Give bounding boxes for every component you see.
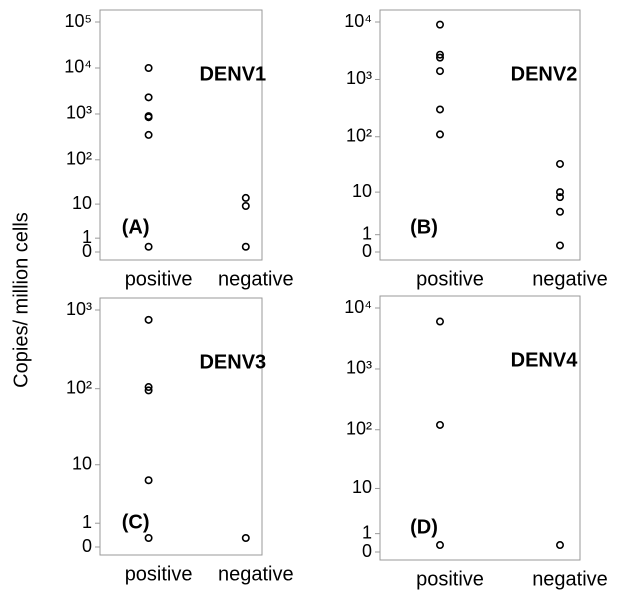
data-point [241,242,250,251]
data-point [435,105,444,114]
plot-frame [379,295,581,561]
y-tick-label: 10⁵ [65,11,92,31]
y-tick-label: 10 [352,477,372,497]
plot-frame [379,9,581,261]
panel-title: DENV1 [199,63,266,85]
y-tick-label: 10² [66,377,92,397]
y-tick-label: 10 [72,453,92,473]
y-tick-label: 0 [82,536,92,556]
y-tick-label: 10⁴ [344,11,372,31]
x-tick-label: positive [416,268,484,290]
data-point [435,67,444,76]
y-tick-label: 0 [362,541,372,561]
data-point [555,207,564,216]
data-point [435,130,444,139]
y-tick-label: 10³ [66,103,92,123]
data-point [144,383,153,392]
x-tick-label: positive [416,568,484,590]
x-tick-label: negative [532,268,608,290]
data-point [435,317,444,326]
panel-title: DENV4 [511,349,579,371]
data-point [241,533,250,542]
data-point [435,420,444,429]
y-tick-label: 10² [346,126,372,146]
data-point [555,188,564,197]
data-point [144,386,153,395]
data-point [144,476,153,485]
data-point [241,202,250,211]
plot-frame [99,9,263,261]
data-point [435,20,444,29]
panel-label: (D) [410,516,438,538]
x-tick-label: positive [125,268,193,290]
data-point [555,193,564,202]
data-point [144,63,153,72]
panel-label: (A) [122,216,150,238]
data-point [241,193,250,202]
data-point [435,50,444,59]
y-tick-label: 10 [352,181,372,201]
plot-frame [99,297,263,556]
data-point [144,242,153,251]
data-point [144,315,153,324]
y-tick-label: 10 [72,193,92,213]
y-tick-label: 0 [362,241,372,261]
data-point [555,159,564,168]
y-tick-label: 10⁴ [64,57,92,77]
x-tick-label: negative [218,563,294,585]
y-tick-label: 1 [82,512,92,532]
data-point [144,533,153,542]
x-tick-label: positive [125,563,193,585]
y-tick-label: 10⁴ [344,297,372,317]
y-tick-label: 10² [346,418,372,438]
y-tick-label: 10³ [346,68,372,88]
data-point [435,541,444,550]
panel-title: DENV3 [199,351,266,373]
data-point [555,241,564,250]
y-tick-label: 1 [82,227,92,247]
y-tick-label: 0 [82,241,92,261]
y-axis-label: Copies/ million cells [10,212,32,388]
panel-title: DENV2 [511,63,578,85]
y-tick-label: 10² [66,149,92,169]
y-tick-label: 1 [362,223,372,243]
panel-label: (B) [410,216,438,238]
x-tick-label: negative [218,268,294,290]
data-point [144,130,153,139]
y-tick-label: 1 [362,522,372,542]
data-point [144,93,153,102]
y-tick-label: 10³ [346,358,372,378]
panel-label: (C) [122,511,150,533]
y-tick-label: 10³ [66,299,92,319]
data-point [435,53,444,62]
x-tick-label: negative [532,568,608,590]
data-point [555,541,564,550]
data-point [144,112,153,121]
